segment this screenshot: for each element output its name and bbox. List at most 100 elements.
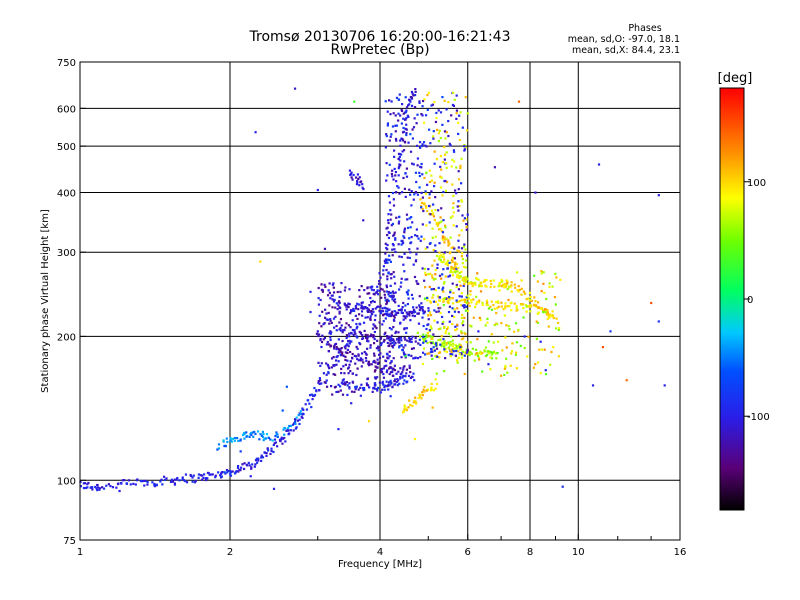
data-point bbox=[548, 316, 551, 319]
data-point bbox=[434, 289, 437, 292]
colorbar-tick-label: -100 bbox=[747, 412, 770, 423]
data-point bbox=[462, 245, 465, 248]
data-point bbox=[394, 331, 397, 335]
data-point bbox=[353, 390, 356, 394]
data-point bbox=[373, 370, 376, 373]
data-point bbox=[350, 356, 354, 359]
data-point bbox=[341, 393, 345, 396]
data-point bbox=[460, 338, 464, 341]
data-point bbox=[439, 175, 442, 178]
data-point bbox=[424, 114, 428, 117]
data-point bbox=[403, 236, 406, 239]
data-point bbox=[466, 213, 469, 216]
data-point bbox=[341, 331, 344, 334]
data-point bbox=[457, 356, 460, 359]
data-point bbox=[381, 307, 384, 310]
data-point bbox=[367, 360, 371, 363]
data-point bbox=[229, 474, 233, 477]
data-point bbox=[348, 382, 351, 385]
data-point bbox=[453, 263, 457, 266]
data-point bbox=[335, 302, 338, 305]
colorbar-tick-label: 0 bbox=[747, 295, 753, 306]
data-point bbox=[421, 207, 424, 211]
data-point bbox=[447, 332, 451, 335]
data-point bbox=[493, 285, 496, 288]
data-point bbox=[315, 390, 318, 393]
data-point bbox=[391, 295, 394, 299]
data-point bbox=[450, 246, 453, 249]
data-point bbox=[297, 414, 300, 417]
data-point bbox=[310, 393, 313, 396]
data-point bbox=[364, 333, 367, 337]
data-point bbox=[378, 272, 381, 275]
data-point bbox=[449, 289, 452, 292]
data-point bbox=[404, 356, 407, 359]
data-point bbox=[382, 383, 385, 386]
data-point bbox=[449, 335, 453, 338]
data-point bbox=[437, 139, 440, 143]
data-point bbox=[490, 357, 494, 360]
data-point bbox=[383, 306, 386, 309]
data-point bbox=[430, 348, 433, 351]
data-point bbox=[457, 239, 460, 242]
data-point bbox=[465, 341, 468, 344]
data-point bbox=[448, 274, 452, 277]
data-point bbox=[376, 358, 379, 361]
data-point bbox=[427, 313, 430, 317]
data-point bbox=[418, 338, 421, 341]
data-point bbox=[413, 310, 417, 313]
data-point bbox=[349, 173, 353, 176]
data-point bbox=[338, 385, 342, 388]
data-point bbox=[474, 305, 477, 309]
data-point bbox=[356, 347, 359, 350]
data-point bbox=[390, 337, 393, 340]
data-point bbox=[370, 288, 373, 291]
data-point bbox=[117, 482, 120, 485]
data-point bbox=[392, 149, 396, 152]
data-point bbox=[377, 349, 380, 352]
data-point bbox=[333, 364, 336, 367]
data-point bbox=[539, 340, 542, 343]
data-point bbox=[350, 340, 353, 343]
data-point bbox=[404, 304, 407, 307]
data-point bbox=[462, 280, 466, 283]
data-point bbox=[420, 191, 423, 195]
data-point bbox=[257, 457, 260, 460]
data-point bbox=[414, 336, 417, 340]
data-point bbox=[91, 486, 94, 489]
data-point bbox=[386, 384, 390, 387]
data-point bbox=[489, 279, 492, 283]
data-point bbox=[309, 394, 312, 397]
data-point bbox=[397, 309, 400, 312]
data-point bbox=[414, 340, 417, 343]
data-point bbox=[559, 278, 562, 281]
data-point bbox=[298, 422, 301, 426]
data-point bbox=[181, 476, 184, 479]
data-point bbox=[255, 461, 259, 464]
data-point bbox=[410, 241, 413, 244]
data-point bbox=[409, 310, 412, 314]
data-point bbox=[397, 119, 400, 122]
data-point bbox=[233, 439, 236, 442]
data-point bbox=[227, 469, 230, 473]
data-point bbox=[547, 325, 550, 328]
data-point bbox=[428, 196, 431, 200]
data-point bbox=[358, 176, 361, 179]
data-point bbox=[438, 242, 441, 245]
data-point bbox=[465, 222, 468, 226]
data-point bbox=[400, 277, 403, 280]
data-point bbox=[490, 282, 493, 286]
data-point bbox=[376, 285, 379, 288]
data-point bbox=[96, 488, 99, 492]
colorbar-tick-label: 100 bbox=[747, 178, 766, 189]
data-point bbox=[408, 314, 411, 317]
data-point bbox=[529, 298, 532, 302]
data-point bbox=[467, 302, 470, 305]
data-point bbox=[401, 150, 404, 153]
data-point bbox=[248, 464, 251, 467]
data-point bbox=[272, 443, 275, 447]
data-point bbox=[425, 340, 428, 343]
data-point bbox=[367, 364, 371, 367]
data-point bbox=[400, 281, 403, 284]
data-point bbox=[350, 176, 353, 179]
